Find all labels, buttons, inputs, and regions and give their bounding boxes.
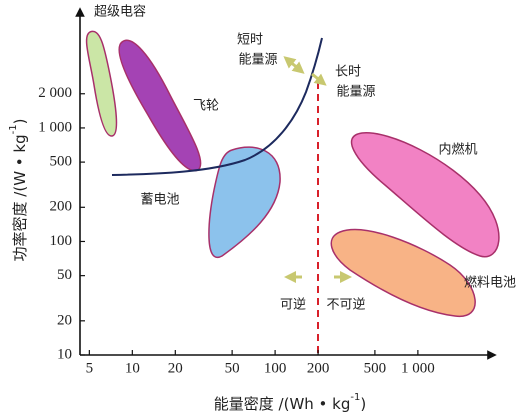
arrow xyxy=(283,56,305,74)
x-tick-label: 50 xyxy=(225,360,240,376)
battery-region xyxy=(208,146,281,259)
boundary-curve xyxy=(111,37,323,176)
region-label: 可逆 xyxy=(280,297,306,313)
y-label-text: 功率密度 /(W • kg xyxy=(11,134,29,261)
supercap-region xyxy=(85,30,118,137)
x-tick-label: 1 000 xyxy=(401,360,435,376)
region-label: 长时 xyxy=(335,65,361,80)
region-label: 不可逆 xyxy=(326,297,365,313)
engine-region xyxy=(350,132,500,258)
x-tick-label: 20 xyxy=(168,360,183,376)
y-tick-label: 20 xyxy=(57,312,72,328)
region-label: 超级电容 xyxy=(94,4,146,20)
arrow xyxy=(311,72,327,86)
y-tick-label: 10 xyxy=(57,346,72,362)
y-tick-label: 500 xyxy=(50,154,73,170)
fuelcell-region xyxy=(330,228,476,317)
x-tick-label: 10 xyxy=(125,360,140,376)
y-axis-label: 功率密度 /(W • kg-1) xyxy=(8,119,29,262)
region-label: 飞轮 xyxy=(193,99,219,114)
y-tick-label: 1 000 xyxy=(38,119,72,135)
y-tick-label: 50 xyxy=(57,267,72,283)
region-label: 蓄电池 xyxy=(140,193,179,208)
region-label: 能量源 xyxy=(336,85,375,100)
y-tick-label: 2 000 xyxy=(38,85,72,101)
y-label-sup: -1 xyxy=(8,124,19,134)
region-label: 内燃机 xyxy=(438,142,477,158)
x-tick-label: 5 xyxy=(86,360,94,376)
x-tick-label: 100 xyxy=(264,360,287,376)
y-label-close: ) xyxy=(11,119,29,125)
x-tick-label: 200 xyxy=(307,360,330,376)
y-tick-label: 100 xyxy=(50,233,73,249)
region-label: 短时 xyxy=(237,33,263,48)
region-label: 能量源 xyxy=(238,53,277,68)
x-label-close: ) xyxy=(360,395,366,413)
x-tick-label: 500 xyxy=(364,360,387,376)
x-label-text: 能量密度 /(Wh • kg xyxy=(214,395,351,413)
regions xyxy=(85,30,500,317)
y-tick-label: 200 xyxy=(50,199,73,215)
region-label: 燃料电池 xyxy=(464,275,516,291)
flywheel-region xyxy=(118,39,202,172)
arrows xyxy=(283,56,352,283)
x-axis-label: 能量密度 /(Wh • kg-1) xyxy=(214,392,366,413)
x-label-sup: -1 xyxy=(350,392,360,403)
